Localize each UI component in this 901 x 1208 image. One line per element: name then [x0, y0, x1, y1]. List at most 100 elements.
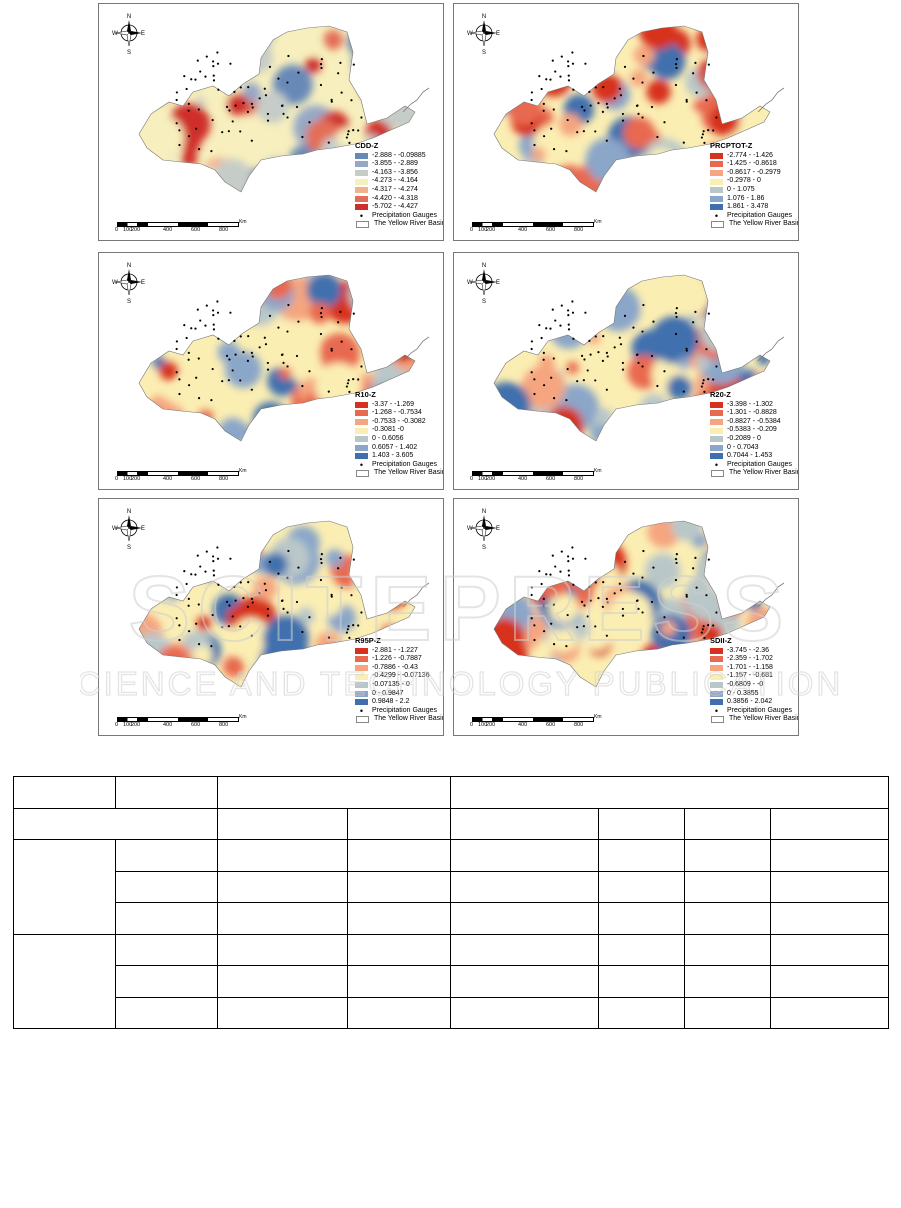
- legend-label: -1.268 - -0.7534: [372, 409, 422, 417]
- gauge-point: [618, 582, 621, 585]
- gauge-point: [567, 574, 571, 577]
- gauge-point: [621, 112, 625, 116]
- gauge-point: [183, 570, 186, 573]
- gauge-point: [295, 105, 299, 109]
- table-cell: [598, 996, 686, 1029]
- legend-label: -0.8827 - -0.5384: [727, 417, 781, 425]
- legend-row: -3.37 - -1.269: [355, 401, 443, 410]
- map-zone: [707, 68, 724, 85]
- gauge-point: [703, 390, 706, 394]
- legend-swatch: [710, 444, 723, 451]
- compass-e: E: [496, 526, 500, 532]
- map-zone: [379, 37, 406, 63]
- legend-label: 1.403 - 3.605: [372, 452, 414, 460]
- scale-tick: 200: [131, 722, 141, 728]
- gauge-point: [675, 307, 678, 310]
- gauge-point: [597, 351, 600, 354]
- gauge-point: [320, 307, 323, 310]
- legend-label: -1.157 - -0.681: [727, 672, 773, 680]
- legend-basin-label: The Yellow River Basin: [729, 220, 799, 228]
- gauge-point: [642, 303, 645, 307]
- gauge-point: [337, 567, 340, 570]
- map-zone: [535, 59, 573, 97]
- gauge-point: [178, 392, 181, 396]
- map-zone: [623, 117, 656, 149]
- gauge-point: [675, 315, 678, 319]
- legend-swatch: [355, 204, 368, 211]
- gauge-point: [559, 324, 562, 327]
- gauge-point: [225, 354, 229, 357]
- legend-swatch: [355, 410, 368, 417]
- gauge-point: [197, 643, 201, 646]
- map-zone: [538, 354, 555, 371]
- gauge-point: [282, 607, 285, 610]
- map-zone: [267, 651, 299, 683]
- gauge-point: [178, 143, 181, 147]
- basin-box-icon: [711, 221, 724, 229]
- map-zone: [715, 26, 745, 46]
- table-row: [13, 933, 889, 1029]
- map-panel: N S W E PRCPTOT-Z -2.774 - -1.426 -1.425 - -0.…: [453, 3, 799, 241]
- gauge-point: [239, 625, 242, 628]
- gauge-point: [205, 55, 208, 58]
- scale-tick: 400: [163, 476, 173, 482]
- gauge-point: [707, 378, 710, 381]
- river-tail: [402, 582, 430, 608]
- scale-tick: 400: [163, 227, 173, 233]
- legend-row: 0 - 0.7043: [710, 444, 798, 453]
- gauge-point: [530, 617, 533, 620]
- gauge-point: [533, 392, 536, 396]
- gauge-point: [212, 328, 216, 331]
- gauge-point: [277, 572, 280, 575]
- legend-basin-label: The Yellow River Basin: [729, 469, 799, 477]
- legend-row: -4.163 - -3.856: [355, 169, 443, 178]
- gauge-point: [641, 116, 644, 119]
- gauge-point: [619, 343, 623, 346]
- gauge-point: [580, 600, 584, 603]
- compass-n: N: [127, 263, 131, 269]
- map-canvas: [493, 520, 785, 688]
- gauge-point: [675, 561, 678, 565]
- compass-w: W: [467, 526, 473, 532]
- table-row: [14, 870, 889, 903]
- legend-label: -4.317 - -4.274: [372, 185, 418, 193]
- map-zone: [530, 174, 547, 191]
- gauge-point: [694, 310, 697, 313]
- map-zone: [622, 423, 640, 441]
- gauge-point: [286, 576, 289, 579]
- map-zone: [558, 113, 582, 137]
- map-zone: [175, 275, 222, 319]
- compass-s: S: [127, 50, 131, 56]
- gauge-point: [196, 554, 199, 557]
- map-zone: [727, 304, 742, 318]
- legend-swatch: [710, 656, 723, 663]
- gauge-point: [319, 62, 323, 66]
- map-zone: [707, 521, 754, 561]
- gauge-point: [197, 357, 200, 360]
- gauge-point: [286, 81, 289, 84]
- gauge-point: [330, 593, 333, 596]
- map-zone: [143, 666, 173, 687]
- gauge-point: [707, 624, 710, 627]
- legend-row: -0.7533 - -0.3082: [355, 418, 443, 427]
- scale-tick: 400: [518, 722, 528, 728]
- gauge-point: [674, 332, 678, 336]
- gauge-point: [347, 379, 350, 382]
- gauge-point: [550, 127, 553, 130]
- gauge-point: [685, 100, 688, 103]
- gauge-point: [652, 566, 655, 569]
- gauge-point: [301, 135, 304, 139]
- legend-swatch: [355, 427, 368, 434]
- map-canvas: [493, 274, 785, 442]
- table-cell: [450, 902, 600, 935]
- legend-label: -0.2978 - 0: [727, 177, 761, 185]
- legend-row: -0.2089 - 0: [710, 435, 798, 444]
- legend-label: 0 - 0.3855: [727, 689, 759, 697]
- gauge-point: [685, 593, 688, 596]
- legend-label: -1.425 - -0.8618: [727, 160, 777, 168]
- gauge-point: [345, 631, 348, 634]
- north-arrow-icon: N S W E: [111, 505, 147, 551]
- scale-tick: 200: [486, 227, 496, 233]
- gauge-point: [542, 102, 545, 105]
- legend-swatch: [355, 195, 368, 202]
